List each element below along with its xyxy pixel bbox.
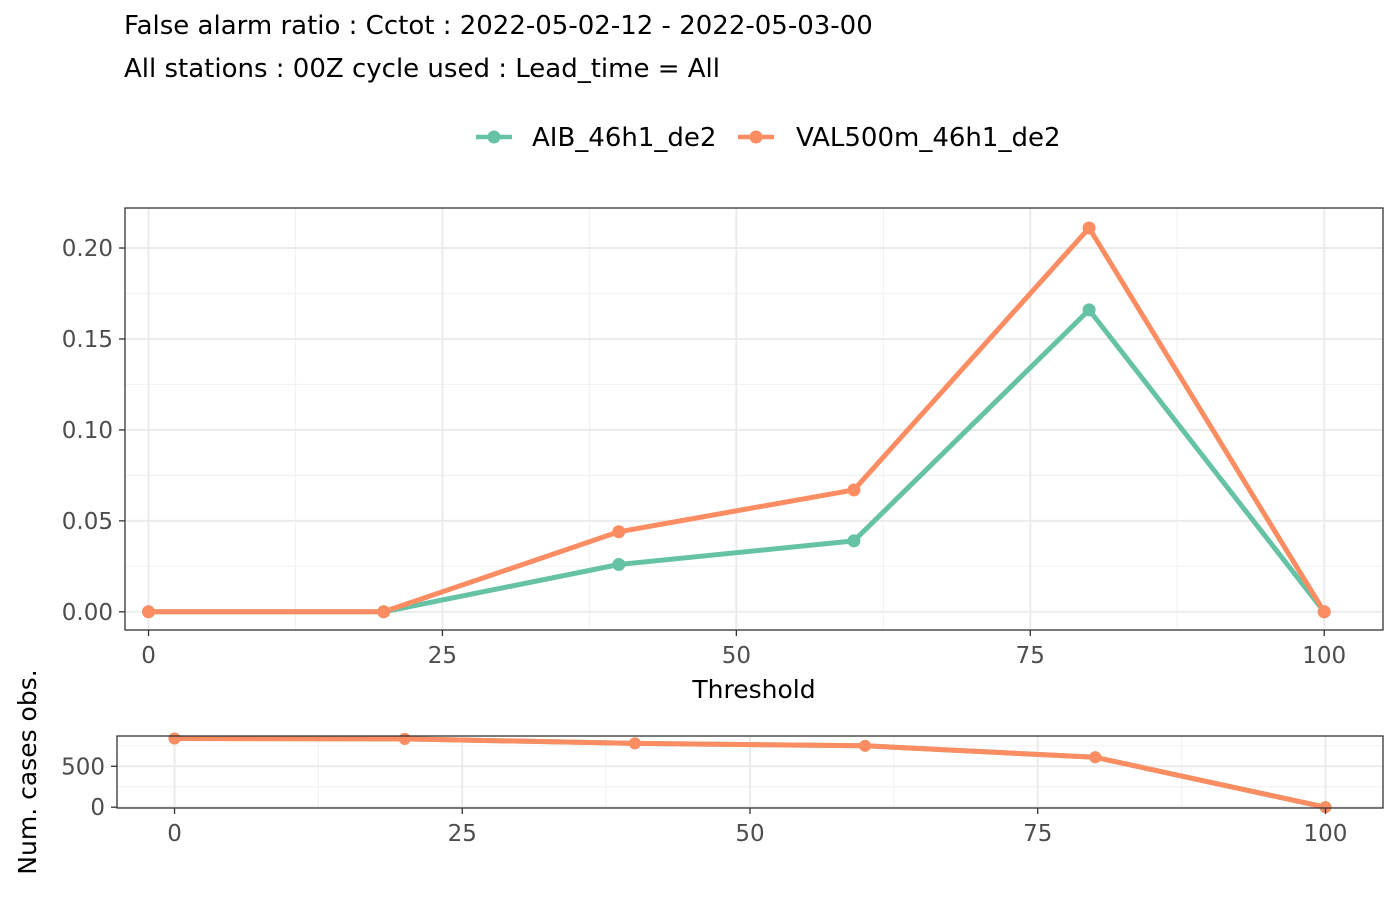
main-series-line-1 [148,225,1327,615]
cases-plot-panel: 0 25 50 75 100 0 500 [61,732,1384,847]
main-x-tick-label: 0 [141,643,156,669]
cases-data-point [628,737,641,750]
main-y-tick-label: 0.10 [62,418,113,444]
main-x-tick-label: 75 [1016,643,1045,669]
legend-label-val: VAL500m_46h1_de2 [796,123,1061,153]
legend-item-aib: AIB_46h1_de2 [476,123,716,153]
main-data-point [1082,221,1096,235]
main-data-point [1082,303,1096,317]
main-border [124,207,1384,631]
chart-title: False alarm ratio : Cctot : 2022-05-02-1… [124,11,873,41]
main-data-point [612,525,626,539]
main-y-tick-label: 0.05 [62,509,113,535]
cases-x-tick-label: 25 [448,821,477,847]
cases-x-tick-label: 100 [1304,821,1348,847]
legend-item-val: VAL500m_46h1_de2 [738,123,1061,153]
main-x-tick-label: 25 [428,643,457,669]
cases-y-tick-label: 500 [61,754,105,780]
cases-data-point [859,739,872,752]
main-y-tick-label: 0.00 [62,600,113,626]
main-x-tick-label: 100 [1302,643,1346,669]
main-plot-panel: 0 25 50 75 100 0.00 0.05 0.10 0.15 0.20 [62,207,1384,669]
legend-label-aib: AIB_46h1_de2 [532,123,716,153]
cases-x-tick-label: 0 [167,821,182,847]
legend-point-val [749,130,763,144]
chart-subtitle: All stations : 00Z cycle used : Lead_tim… [124,54,720,84]
main-x-axis-title: Threshold [691,675,815,704]
cases-x-tick-label: 50 [735,821,764,847]
main-data-point [142,605,156,619]
main-data-point [1317,605,1331,619]
legend: AIB_46h1_de2 VAL500m_46h1_de2 [476,123,1061,153]
main-x-tick-label: 50 [722,643,751,669]
cases-data-point [1089,751,1102,764]
main-data-point [847,534,861,548]
legend-point-aib [487,130,501,144]
cases-x-tick-label: 75 [1023,821,1052,847]
cases-series-line-1 [174,736,1327,810]
cases-data-point [168,732,181,745]
cases-y-axis-title: Num. cases obs. [13,669,42,874]
main-data-point [377,605,391,619]
main-y-tick-label: 0.20 [62,236,113,262]
main-data-point [847,483,861,497]
cases-data-point [398,732,411,745]
cases-y-tick-label: 0 [90,795,105,821]
main-y-tick-label: 0.15 [62,327,113,353]
cases-data-point [1319,801,1332,814]
main-data-point [612,558,626,572]
